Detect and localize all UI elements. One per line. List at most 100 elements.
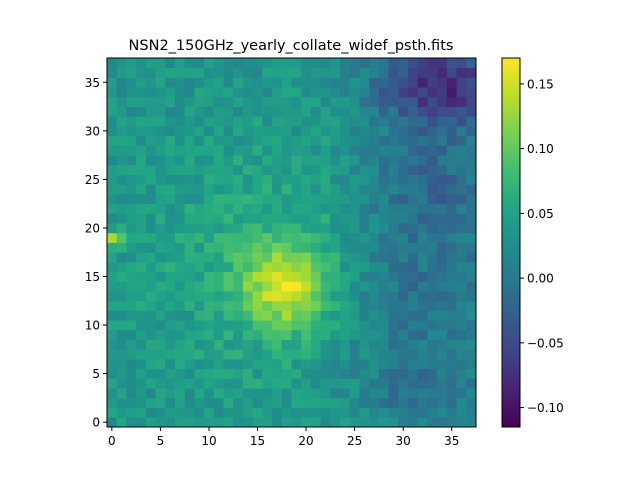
heatmap-cell [194, 223, 205, 234]
heatmap-cell [272, 252, 283, 263]
heatmap-cell [369, 368, 380, 379]
heatmap-cell [155, 58, 166, 69]
heatmap-cell [310, 58, 322, 69]
heatmap-cell [408, 174, 419, 185]
heatmap-cell [213, 213, 224, 224]
heatmap-cell [107, 155, 118, 166]
heatmap-cell [204, 310, 215, 321]
heatmap-cell [272, 271, 283, 282]
heatmap-cell [136, 261, 147, 273]
heatmap-cell [340, 155, 351, 166]
heatmap-cell [174, 116, 186, 127]
heatmap-cell [456, 407, 467, 418]
heatmap-cell [272, 106, 283, 117]
heatmap-cell [378, 174, 389, 185]
heatmap-cell [272, 397, 283, 408]
heatmap-cell [223, 242, 234, 253]
heatmap-cell [408, 164, 419, 175]
heatmap-cell [184, 96, 195, 107]
heatmap-cell [174, 203, 186, 214]
heatmap-cell [340, 291, 351, 302]
heatmap-cell [359, 407, 370, 418]
heatmap-cell [252, 329, 263, 340]
heatmap-cell [359, 359, 370, 370]
heatmap-cell [408, 193, 419, 205]
heatmap-cell [155, 164, 166, 175]
heatmap-cell [262, 320, 273, 331]
heatmap-cell [107, 378, 118, 389]
heatmap-cell [262, 155, 273, 166]
heatmap-cell [252, 320, 263, 331]
heatmap-cell [291, 300, 302, 311]
heatmap-cell [165, 193, 176, 205]
heatmap-cell [233, 223, 244, 234]
heatmap-cell [262, 135, 273, 146]
heatmap-cell [437, 359, 448, 370]
x-tick-label: 35 [444, 434, 459, 448]
heatmap-cell [330, 252, 341, 263]
heatmap-cell [174, 58, 186, 69]
heatmap-cell [116, 164, 127, 175]
heatmap-cell [252, 397, 263, 408]
heatmap-cell [340, 310, 351, 321]
heatmap-cell [359, 368, 370, 379]
heatmap-cell [349, 213, 360, 224]
heatmap-cell [388, 223, 399, 234]
heatmap-cell [233, 300, 244, 311]
heatmap-cell [456, 359, 467, 370]
heatmap-cell [233, 329, 244, 340]
heatmap-cell [136, 155, 147, 166]
heatmap-cell [466, 145, 477, 156]
heatmap-cell [388, 300, 399, 311]
heatmap-cell [262, 252, 273, 263]
heatmap-cell [242, 397, 254, 408]
heatmap-cell [330, 388, 341, 399]
heatmap-cell [388, 291, 399, 302]
heatmap-cell [398, 145, 409, 156]
heatmap-cell [310, 310, 322, 321]
heatmap-cell [184, 310, 195, 321]
heatmap-cell [398, 125, 409, 137]
heatmap-cell [398, 291, 409, 302]
heatmap-cell [437, 174, 448, 185]
heatmap-cell [427, 378, 438, 389]
heatmap-cell [466, 77, 477, 88]
heatmap-cell [136, 407, 147, 418]
heatmap-cell [398, 232, 409, 243]
heatmap-cell [359, 349, 370, 360]
heatmap-cell [466, 397, 477, 408]
heatmap-cell [223, 310, 234, 321]
heatmap-cell [174, 193, 186, 205]
heatmap-cell [204, 242, 215, 253]
heatmap-cell [340, 135, 351, 146]
heatmap-cell [359, 116, 370, 127]
heatmap-cell [301, 300, 312, 311]
heatmap-cell [223, 145, 234, 156]
heatmap-cell [310, 106, 322, 117]
heatmap-cell [378, 145, 389, 156]
heatmap-cell [165, 252, 176, 263]
heatmap-cell [427, 77, 438, 88]
heatmap-cell [330, 77, 341, 88]
heatmap-cell [145, 329, 156, 340]
heatmap-cell [446, 388, 457, 399]
heatmap-cell [252, 378, 263, 389]
heatmap-cell [456, 320, 467, 331]
heatmap-cell [446, 368, 457, 379]
heatmap-cell [427, 291, 438, 302]
heatmap-cell [437, 261, 448, 273]
heatmap-cell [223, 329, 234, 340]
heatmap-cell [165, 106, 176, 117]
heatmap-cell [223, 135, 234, 146]
heatmap-cell [281, 155, 292, 166]
heatmap-cell [204, 203, 215, 214]
heatmap-cell [204, 67, 215, 78]
heatmap-cell [427, 252, 438, 263]
heatmap-cell [340, 339, 351, 350]
heatmap-cell [388, 417, 399, 428]
heatmap-cell [155, 242, 166, 253]
heatmap-cell [272, 349, 283, 360]
heatmap-cell [136, 213, 147, 224]
heatmap-cell [398, 359, 409, 370]
heatmap-cell [116, 397, 127, 408]
